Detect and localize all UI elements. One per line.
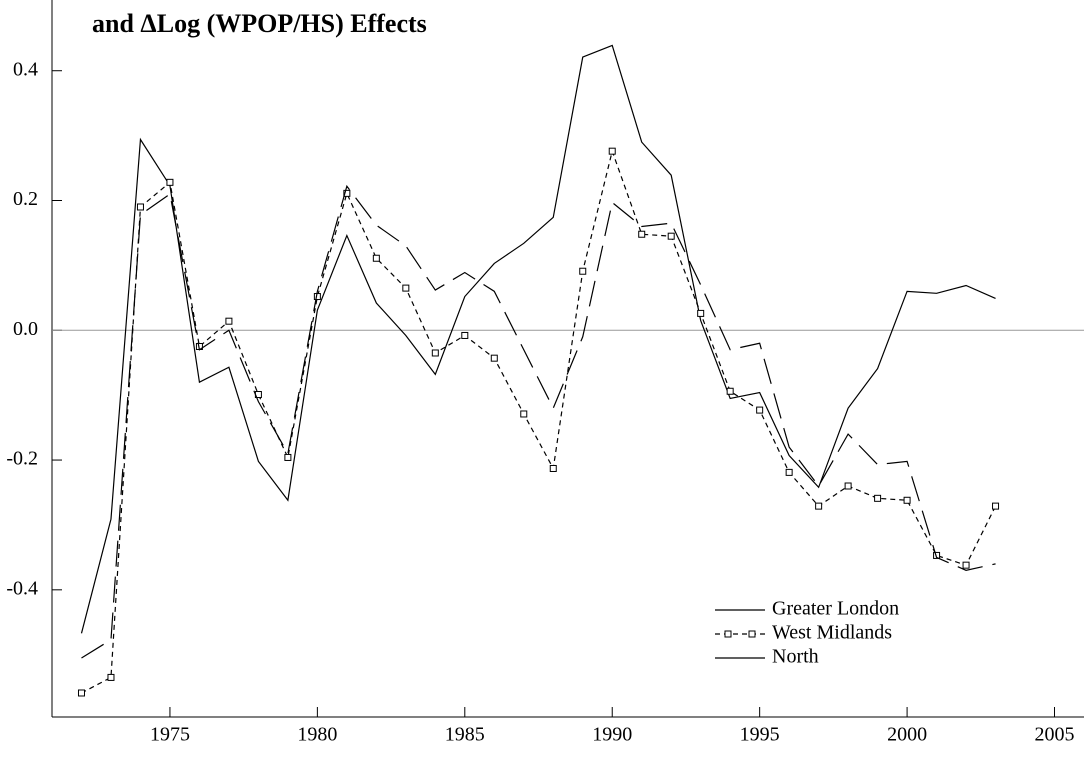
point-marker: [992, 502, 1000, 510]
x-tick-label: 2005: [1035, 724, 1075, 746]
y-tick-label: 0.2: [13, 188, 38, 210]
x-tick-label: 1980: [297, 724, 337, 746]
legend-marker: [724, 630, 732, 638]
point-marker: [225, 317, 233, 325]
y-tick-label: -0.2: [6, 448, 38, 470]
point-marker: [490, 354, 498, 362]
point-marker: [402, 284, 410, 292]
point-marker: [77, 689, 85, 697]
x-tick-label: 1990: [592, 724, 632, 746]
point-marker: [785, 468, 793, 476]
point-marker: [549, 464, 557, 472]
point-marker: [697, 309, 705, 317]
point-marker: [520, 410, 528, 418]
legend-label: Greater London: [772, 598, 899, 620]
point-marker: [431, 349, 439, 357]
legend-label: West Midlands: [772, 622, 892, 644]
point-marker: [343, 189, 351, 197]
point-marker: [874, 494, 882, 502]
point-marker: [136, 203, 144, 211]
point-marker: [579, 267, 587, 275]
y-tick-label: 0.0: [13, 318, 38, 340]
point-marker: [726, 387, 734, 395]
point-marker: [166, 178, 174, 186]
chart-title: and ΔLog (WPOP/HS) Effects: [92, 9, 427, 38]
point-marker: [638, 230, 646, 238]
point-marker: [372, 254, 380, 262]
point-marker: [962, 561, 970, 569]
x-tick-label: 1995: [740, 724, 780, 746]
point-marker: [667, 232, 675, 240]
legend-marker: [748, 630, 756, 638]
y-tick-label: -0.4: [6, 577, 38, 599]
point-marker: [608, 147, 616, 155]
point-marker: [284, 453, 292, 461]
series-line: [81, 149, 997, 694]
point-marker: [815, 502, 823, 510]
point-marker: [903, 496, 911, 504]
series-line: [81, 184, 996, 659]
legend-label: North: [772, 646, 819, 668]
point-marker: [844, 482, 852, 490]
point-marker: [756, 406, 764, 414]
point-marker: [461, 331, 469, 339]
x-tick-label: 1985: [445, 724, 485, 746]
y-tick-label: 0.4: [13, 58, 38, 80]
series-line: [80, 44, 996, 634]
point-marker: [107, 673, 115, 681]
x-tick-label: 1975: [150, 724, 190, 746]
x-tick-label: 2000: [887, 724, 927, 746]
